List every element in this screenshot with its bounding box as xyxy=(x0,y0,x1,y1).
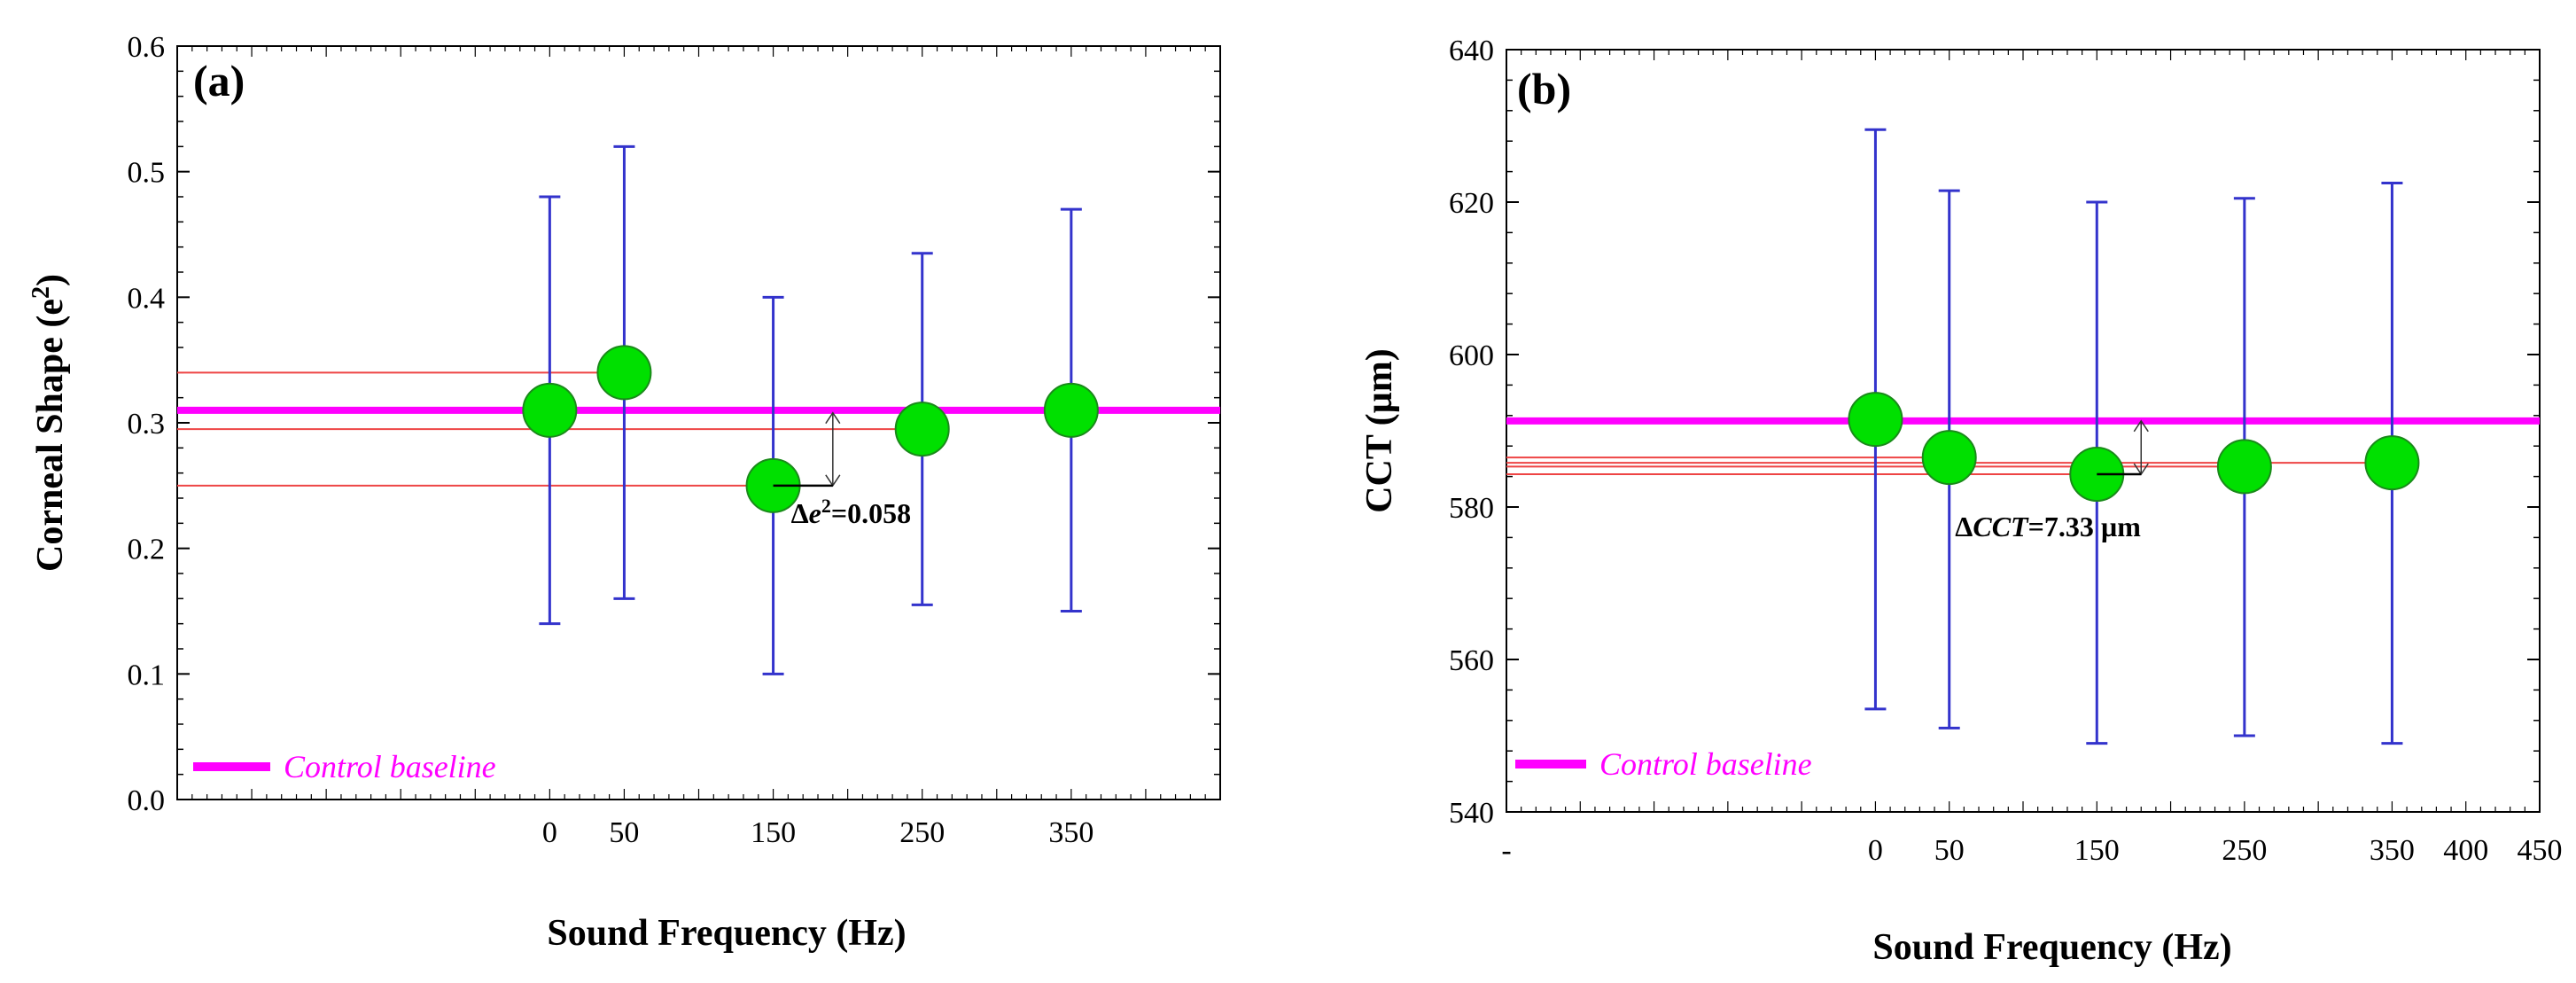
data-point xyxy=(596,345,652,401)
annotation-var: e xyxy=(809,497,821,529)
delta-annotation: ΔCCT=7.33 µm xyxy=(1955,419,2149,542)
x-tick-label: 150 xyxy=(2074,834,2120,867)
x-axis-title: Sound Frequency (Hz) xyxy=(547,913,906,954)
y-tick-label: 0.4 xyxy=(128,282,166,315)
y-tick-label: 640 xyxy=(1449,35,1494,67)
y-tick-label: 0.3 xyxy=(128,408,166,441)
y-axis-title-main: Corneal Shape (e xyxy=(30,299,71,572)
x-tick-label: 150 xyxy=(751,816,796,849)
legend: Control baseline xyxy=(193,749,496,784)
y-axis-title: CCT (µm) xyxy=(1359,348,1400,513)
y-tick-label: 580 xyxy=(1449,492,1494,525)
x-tick-label: 50 xyxy=(1934,834,1965,867)
x-tick-label: 0 xyxy=(542,816,557,849)
data-point xyxy=(522,382,578,438)
y-tick-label: 620 xyxy=(1449,187,1494,220)
panel-label: (a) xyxy=(193,56,245,105)
y-tick-label: 560 xyxy=(1449,644,1494,677)
x-tick-label: 350 xyxy=(1048,816,1093,849)
y-tick-label: 540 xyxy=(1449,797,1494,830)
x-axis-title: Sound Frequency (Hz) xyxy=(1872,927,2231,968)
y-tick-label: 0.1 xyxy=(128,659,166,691)
x-tick-label: 50 xyxy=(609,816,639,849)
legend-label: Control baseline xyxy=(284,749,496,784)
x-tick-label: 250 xyxy=(899,816,945,849)
y-tick-label: 600 xyxy=(1449,339,1494,372)
y-tick-label: 0.0 xyxy=(128,784,166,817)
axis-ticks: 540 560 580 600 620 640 - 0 50 150 250 350 400 450 xyxy=(1449,35,2563,867)
annotation-var: CCT xyxy=(1973,511,2029,542)
x-tick-label: 400 xyxy=(2443,834,2488,867)
annotation-delta: Δ xyxy=(1955,511,1973,542)
data-point xyxy=(894,402,950,457)
delta-annotation: Δe2=0.058 xyxy=(773,411,912,529)
annotation-label: Δe2=0.058 xyxy=(791,494,912,529)
y-tick-label: 0.2 xyxy=(128,534,166,566)
annotation-arrowhead-top xyxy=(2133,419,2149,433)
data-point xyxy=(1848,392,1903,448)
data-markers xyxy=(1848,392,2420,503)
x-tick-label: 450 xyxy=(2518,834,2563,867)
y-axis-title-sup: 2 xyxy=(27,286,55,299)
y-tick-label: 0.5 xyxy=(128,157,166,190)
annotation-delta: Δ xyxy=(791,497,809,529)
panel-label: (b) xyxy=(1517,64,1571,113)
data-point xyxy=(2364,435,2420,491)
legend-label: Control baseline xyxy=(1599,746,1812,782)
x-tick-label: 250 xyxy=(2222,834,2267,867)
annotation-value: =7.33 µm xyxy=(2028,511,2142,542)
x-tick-label: 350 xyxy=(2370,834,2415,867)
y-tick-label: 0.6 xyxy=(128,31,166,64)
data-point xyxy=(1921,430,1977,486)
legend: Control baseline xyxy=(1515,746,1812,782)
annotation-label: ΔCCT=7.33 µm xyxy=(1955,511,2141,542)
data-point xyxy=(2216,439,2272,495)
annotation-value: =0.058 xyxy=(831,497,911,529)
annotation-arrowhead-top xyxy=(825,411,841,425)
x-tick-label: - xyxy=(1501,834,1511,867)
y-axis-title-close: ) xyxy=(30,274,71,286)
axis-ticks: 0.0 0.1 0.2 0.3 0.4 0.5 0.6 0 50 150 250 350 xyxy=(128,31,1221,849)
x-tick-label: 0 xyxy=(1868,834,1883,867)
data-markers xyxy=(522,345,1099,513)
plot-frame xyxy=(1506,49,2541,813)
annotation-sup: 2 xyxy=(821,494,831,516)
y-axis-title: Corneal Shape (e2) xyxy=(27,274,72,572)
data-point xyxy=(1043,382,1099,438)
panel-a-corneal-shape-chart: 0.00.10.20.30.40.50.60 50 150 250 350 Δe2=0.… xyxy=(27,31,1221,954)
